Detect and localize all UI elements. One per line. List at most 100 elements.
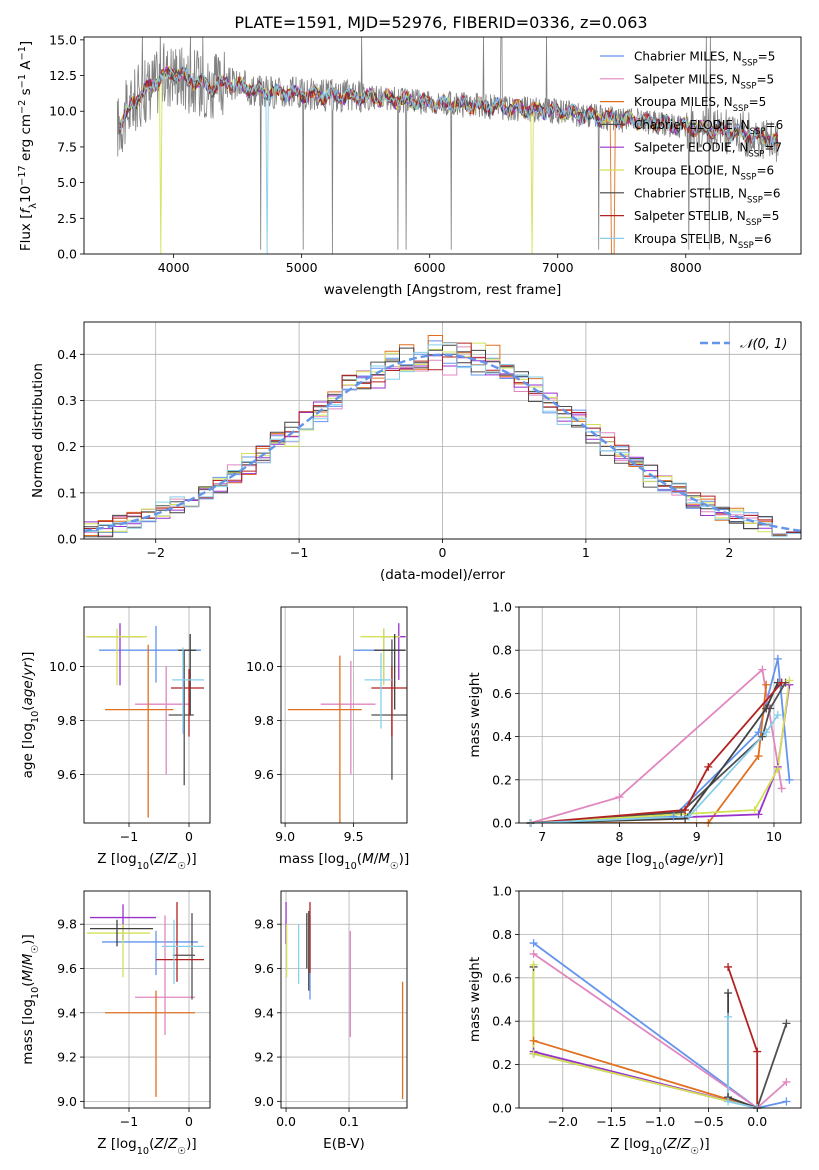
x-tick-label: 4000	[158, 260, 190, 275]
x-axis-label: E(B-V)	[323, 1136, 365, 1152]
x-tick-label: 6000	[414, 260, 446, 275]
x-tick-label: 9.0	[275, 829, 295, 844]
y-tick-label: 0.2	[492, 1057, 512, 1072]
weight-line-kroupa-elodie	[530, 680, 791, 823]
weight-line-chabrier-stelib	[530, 682, 779, 823]
y-axis-label: mass weight	[467, 672, 483, 757]
label-part: )]	[186, 1136, 197, 1152]
legend-entry: Salpeter ELODIE, NSSP=7	[634, 141, 782, 160]
x-axis-label: Z [log10(Z/Z☉)]	[610, 1136, 709, 1157]
label-part: /	[677, 1136, 682, 1152]
axes-frame	[518, 606, 802, 824]
label-part: )]	[713, 851, 724, 867]
weight-marker-kroupa-elodie	[750, 806, 759, 815]
label-part: −2	[17, 100, 28, 114]
label-part: ☉	[177, 861, 186, 872]
label-part: f	[18, 207, 34, 214]
label-part: /	[20, 675, 36, 680]
x-tick-label: 2	[725, 545, 733, 560]
x-axis-label: mass [log10(M/M☉)]	[279, 851, 409, 872]
legend-sub: SSP	[741, 81, 757, 91]
legend-tail: =5	[749, 95, 767, 109]
normal-curve	[84, 353, 801, 533]
data-spectrum-line	[116, 37, 779, 254]
x-tick-label: 9	[693, 829, 701, 844]
y-tick-label: 1.0	[492, 884, 512, 899]
y-tick-label: 9.0	[57, 1094, 77, 1109]
legend-label: Kroupa STELIB, N	[634, 232, 738, 246]
x-tick-label: 10	[766, 829, 782, 844]
label-part: )]	[699, 1136, 710, 1152]
x-tick-label: 7	[538, 829, 546, 844]
weight-marker-kroupa-stelib	[684, 812, 693, 821]
label-part: log	[629, 1136, 650, 1152]
y-tick-label: 5.0	[57, 175, 77, 190]
label-part: log	[20, 723, 36, 744]
y-tick-label: 0.8	[492, 643, 512, 658]
y-tick-label: 9.4	[57, 1005, 77, 1020]
plot-area	[530, 658, 791, 823]
plot-area	[87, 902, 204, 1097]
x-tick-label: 0	[185, 829, 193, 844]
weight-marker-chabrier-elodie	[782, 1019, 791, 1028]
x-tick-label: 0.1	[339, 1114, 359, 1129]
legend-tail: =7	[764, 141, 782, 155]
label-part: Z	[680, 1136, 691, 1152]
weight-line-chabrier-miles	[530, 658, 791, 823]
label-part: Flux [	[18, 214, 34, 252]
y-tick-label: 9.8	[57, 713, 77, 728]
x-tick-label: 8	[615, 829, 623, 844]
x-tick-label: 1	[582, 545, 590, 560]
legend-entry: Chabrier MILES, NSSP=5	[634, 50, 775, 69]
x-axis-label: wavelength [Angstrom, rest frame]	[324, 282, 562, 298]
histogram-kroupa-stelib	[84, 342, 801, 537]
y-tick-label: 0.3	[57, 393, 77, 408]
weight-marker-salpeter-miles	[777, 784, 786, 793]
plot-area	[116, 37, 779, 254]
axes-frame	[83, 890, 211, 1109]
weight-line-kroupa-stelib	[727, 1016, 758, 1108]
y-tick-label: 0.4	[492, 1014, 512, 1029]
y-tick-label: 0.0	[492, 816, 512, 831]
label-part: )]	[20, 652, 36, 663]
legend-entry: Kroupa STELIB, NSSP=6	[634, 232, 772, 251]
label-part: (	[357, 851, 362, 867]
x-tick-label: 0.0	[276, 1114, 296, 1129]
weight-line-salpeter-miles	[533, 953, 787, 1108]
label-part: )]	[20, 934, 36, 945]
x-axis-label: age [log10(age/yr)]	[597, 851, 724, 872]
legend-entry: Kroupa MILES, NSSP=5	[634, 95, 766, 114]
label-part: Z	[167, 1136, 178, 1152]
y-tick-label: 0.2	[57, 439, 77, 454]
label-part: Z	[167, 851, 178, 867]
y-tick-label: 9.2	[57, 1050, 77, 1065]
legend-label: Salpeter MILES, N	[634, 72, 741, 86]
weight-marker-chabrier-miles	[785, 775, 794, 784]
weight-marker-salpeter-miles	[615, 793, 624, 802]
y-tick-label: 10.0	[49, 659, 77, 674]
y-tick-label: 9.6	[254, 767, 274, 782]
legend-sub: SSP	[733, 104, 749, 114]
mass-vs-metallicity-panel: −1 09.09.29.49.69.8Z [log10(Z/Z☉)]mass [l…	[20, 890, 211, 1157]
legend-label: Salpeter ELODIE, N	[634, 141, 748, 155]
label-part: −1	[17, 46, 28, 60]
label-part: Z [	[97, 851, 116, 867]
y-tick-label: 0.6	[492, 970, 512, 985]
histogram-chabrier-elodie	[84, 351, 801, 538]
weight-marker-salpeter-elodie	[754, 810, 763, 819]
figure-title: PLATE=1591, MJD=52976, FIBERID=0336, z=0…	[234, 13, 647, 32]
weight-marker-chabrier-miles	[773, 654, 782, 663]
label-part: erg cm	[18, 114, 34, 165]
weight-marker-kroupa-stelib	[724, 1012, 733, 1021]
label-part: M	[362, 851, 374, 867]
legend-sub: SSP	[750, 127, 766, 137]
axes-frame	[280, 606, 408, 824]
legend-label: Salpeter STELIB, N	[634, 209, 746, 223]
legend-tail: =6	[756, 164, 774, 178]
weight-marker-salpeter-stelib	[704, 762, 713, 771]
weight-marker-salpeter-miles	[758, 665, 767, 674]
y-tick-label: 9.0	[254, 1094, 274, 1109]
